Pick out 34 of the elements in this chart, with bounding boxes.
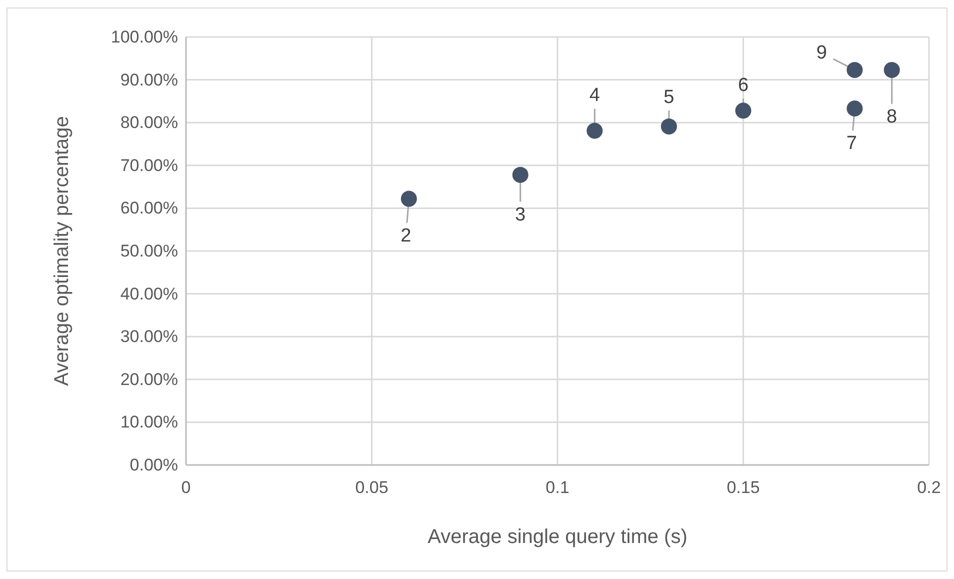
- y-tick-label: 20.00%: [120, 370, 178, 389]
- y-tick-label: 80.00%: [120, 113, 178, 132]
- y-tick-label: 50.00%: [120, 242, 178, 260]
- annotation: 4: [589, 85, 600, 106]
- annotation: 6: [738, 75, 749, 96]
- annotation: 9: [816, 42, 827, 64]
- point: [586, 122, 603, 139]
- x-tick-label: 0.05: [355, 478, 388, 497]
- point: [846, 100, 863, 116]
- x-axis-title: Average single query time (s): [428, 526, 688, 548]
- annotation: 3: [515, 204, 526, 226]
- y-tick-label: 10.00%: [120, 412, 178, 432]
- y-tick-label: 30.00%: [120, 327, 178, 346]
- y-tick-label: 100.00%: [110, 28, 178, 46]
- y-tick-label: 70.00%: [120, 156, 178, 175]
- annotation: 2: [400, 225, 412, 246]
- point: [884, 62, 900, 78]
- x-tick-label: 0.1: [546, 478, 570, 497]
- point: [512, 166, 528, 183]
- annotation: 7: [846, 132, 857, 154]
- point: [660, 118, 677, 134]
- y-tick-label: 40.00%: [120, 284, 178, 304]
- point: [735, 102, 752, 119]
- annotation: 5: [664, 86, 674, 108]
- y-tick-label: 0.00%: [130, 456, 178, 474]
- x-tick-label: 0: [181, 478, 191, 497]
- y-tick-label: 60.00%: [120, 198, 178, 218]
- y-axis-title: Average optimality percentage: [51, 116, 73, 386]
- y-tick-label: 90.00%: [120, 70, 178, 90]
- annotation: 8: [886, 106, 898, 128]
- x-tick-label: 0.15: [726, 478, 760, 497]
- point: [400, 190, 417, 207]
- point: [846, 62, 863, 78]
- x-tick-label: 0.2: [917, 478, 941, 497]
